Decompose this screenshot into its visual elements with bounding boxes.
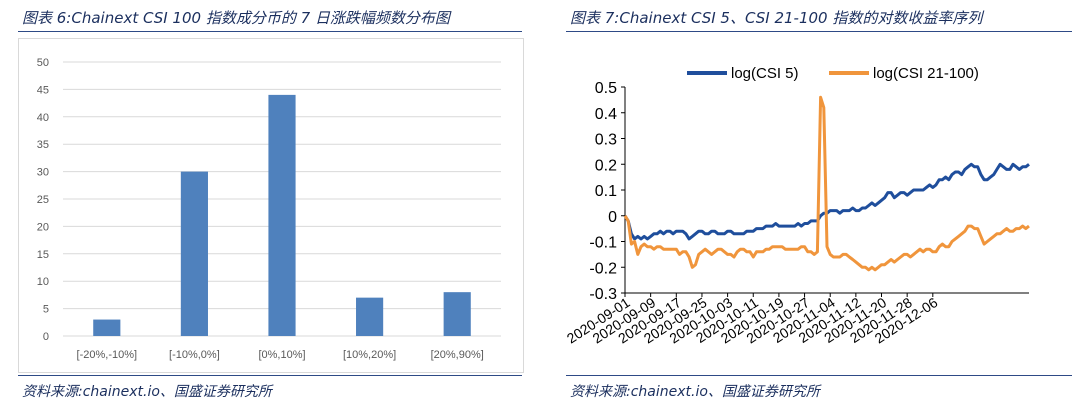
y-tick-label: -0.1 xyxy=(589,235,617,252)
x-tick-label: [-10%,0%] xyxy=(169,349,220,361)
x-tick-label: [0%,10%] xyxy=(258,349,305,361)
figure-6-chart-frame: 0 5 10 15 20 25 30 35 40 45 50 [-20%,-10%] [-10%,0%]… xyxy=(18,38,524,373)
x-tick-label: [10%,20%] xyxy=(343,349,396,361)
y-tick-label: 0.1 xyxy=(595,183,617,200)
figure-7-source: 资料来源:chainext.io、国盛证券研究所 xyxy=(570,384,820,400)
y-tick-label: 20 xyxy=(37,221,49,233)
bar xyxy=(93,319,121,336)
y-tick-label: -0.3 xyxy=(589,286,617,303)
line-chart: -0.3-0.2-0.100.10.20.30.40.52020-09-0120… xyxy=(564,65,1030,347)
bar xyxy=(356,297,384,336)
x-tick-label: [-20%,-10%] xyxy=(77,349,138,361)
y-tick-label: 0 xyxy=(43,331,49,343)
y-tick-label: 30 xyxy=(37,167,49,179)
y-tick-label: 50 xyxy=(37,57,49,69)
figure-7-top-rule xyxy=(566,31,1072,32)
y-tick-label: 0 xyxy=(608,209,617,226)
figure-7-bottom-rule xyxy=(566,375,1072,376)
bar xyxy=(443,292,471,336)
figure-7-panel: 图表 7:Chainext CSI 5、CSI 21-100 指数的对数收益率序… xyxy=(548,0,1080,404)
y-tick-label: 0.5 xyxy=(595,80,617,97)
y-tick-label: 5 xyxy=(43,304,49,316)
y-tick-label: 40 xyxy=(37,112,49,124)
bar xyxy=(268,94,296,336)
y-tick-label: 35 xyxy=(37,139,49,151)
legend-label: log(CSI 5) xyxy=(731,65,799,82)
legend-label: log(CSI 21-100) xyxy=(873,65,979,82)
y-tick-label: 25 xyxy=(37,194,49,206)
figure-6-panel: 图表 6:Chainext CSI 100 指数成分币的 7 日涨跌幅频数分布图… xyxy=(0,0,530,404)
y-tick-label: 0.4 xyxy=(595,106,617,123)
figure-7-title: 图表 7:Chainext CSI 5、CSI 21-100 指数的对数收益率序… xyxy=(570,9,983,27)
y-tick-label: 15 xyxy=(37,249,49,261)
figure-7-chart-frame: -0.3 -0.2 -0.1 0 0.1 0.2 0.3 0.4 0.5 2020-09-01 20… xyxy=(564,38,1074,373)
figure-6-top-rule xyxy=(18,31,522,32)
bar xyxy=(180,171,208,336)
figure-6-title: 图表 6:Chainext CSI 100 指数成分币的 7 日涨跌幅频数分布图 xyxy=(22,9,450,27)
y-tick-label: 0.3 xyxy=(595,132,617,149)
y-tick-label: 10 xyxy=(37,276,49,288)
x-tick-label: [20%,90%] xyxy=(431,349,484,361)
series-line xyxy=(623,95,1030,272)
figure-6-bottom-rule xyxy=(18,375,522,376)
figure-6-source: 资料来源:chainext.io、国盛证券研究所 xyxy=(22,384,272,400)
y-tick-label: -0.2 xyxy=(589,260,617,277)
y-tick-label: 0.2 xyxy=(595,157,617,174)
bar-chart: 0 5 10 15 20 25 30 35 40 45 50 [-20%,-10%] [-10%,0%]… xyxy=(37,57,501,361)
y-tick-label: 45 xyxy=(37,84,49,96)
